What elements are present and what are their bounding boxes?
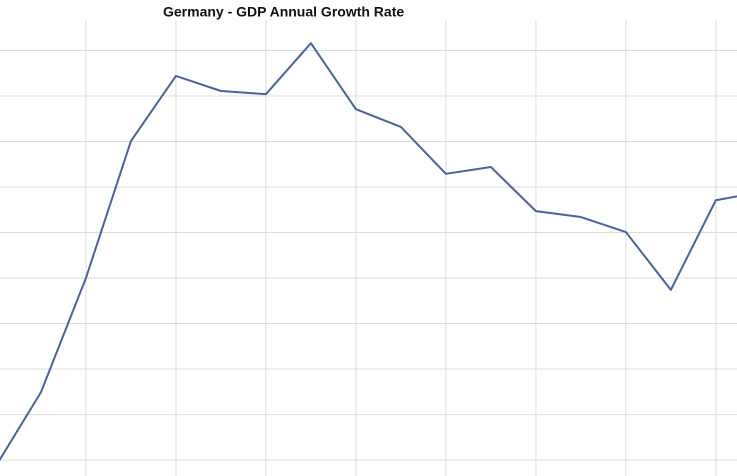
grid [0, 20, 737, 476]
line-series [0, 42, 737, 462]
chart-title: Germany - GDP Annual Growth Rate [163, 4, 404, 20]
plot [0, 42, 737, 462]
